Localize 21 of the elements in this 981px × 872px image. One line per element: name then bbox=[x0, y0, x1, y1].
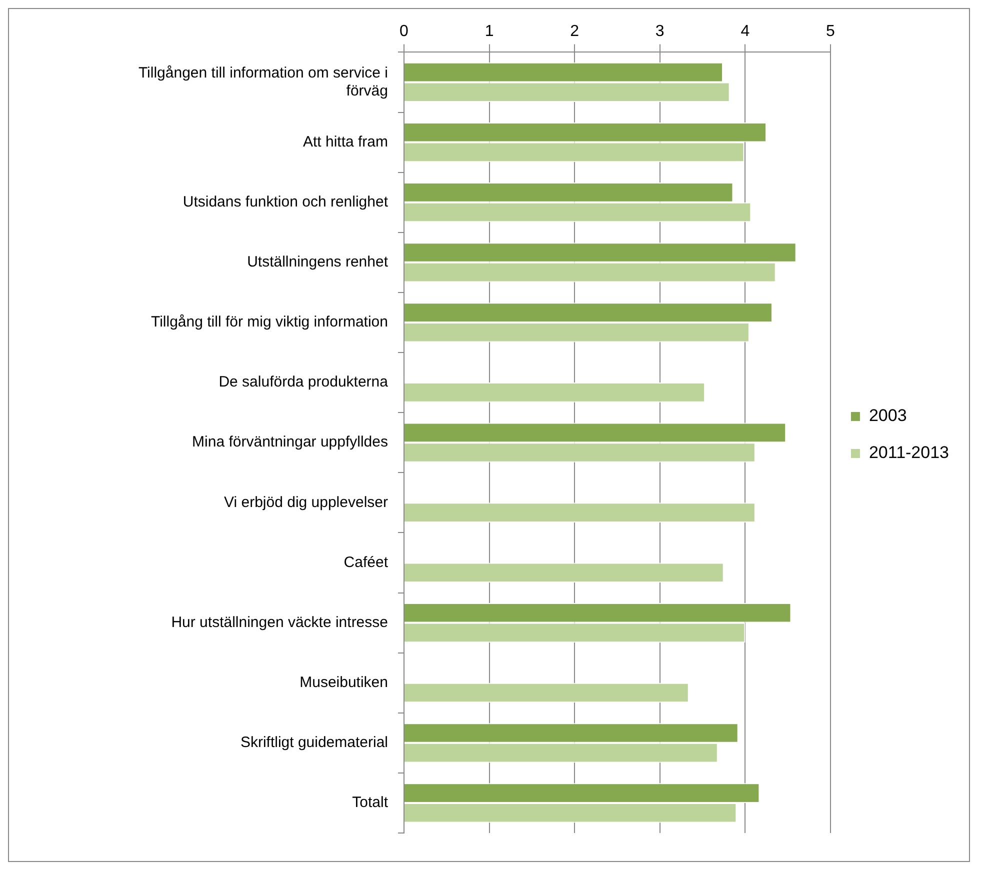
x-tick-label: 5 bbox=[826, 23, 836, 40]
y-tick-label: Hur utställningen väckte intresse bbox=[171, 614, 388, 631]
x-tick-label: 2 bbox=[570, 23, 580, 40]
y-tick-label: Tillgången till information om service i förväg bbox=[138, 64, 388, 100]
y-tick-label: Tillgång till för mig viktig information bbox=[150, 314, 388, 331]
y-tick-label: De saluförda produkterna bbox=[218, 374, 389, 391]
y-tick-label: Museibutiken bbox=[300, 674, 388, 691]
y-tick-label: Utställningens renhet bbox=[247, 254, 389, 271]
x-tick-label: 1 bbox=[484, 23, 494, 40]
y-tick-label: Vi erbjöd dig upplevelser bbox=[224, 494, 388, 511]
y-tick-label: Skriftligt guidematerial bbox=[240, 734, 388, 752]
x-tick-label: 0 bbox=[400, 23, 409, 40]
legend-label: 2011-2013 bbox=[868, 443, 950, 462]
y-tick-label: Totalt bbox=[352, 794, 389, 812]
legend-label: 2003 bbox=[868, 406, 907, 426]
x-tick-label: 4 bbox=[740, 23, 750, 40]
x-tick-label: 3 bbox=[655, 23, 664, 40]
y-tick-label: Caféet bbox=[344, 554, 389, 571]
y-tick-label: Mina förväntningar uppfylldes bbox=[192, 434, 388, 451]
y-tick-label: Att hitta fram bbox=[302, 133, 388, 150]
y-tick-label: Utsidans funktion och renlighet bbox=[182, 193, 389, 210]
